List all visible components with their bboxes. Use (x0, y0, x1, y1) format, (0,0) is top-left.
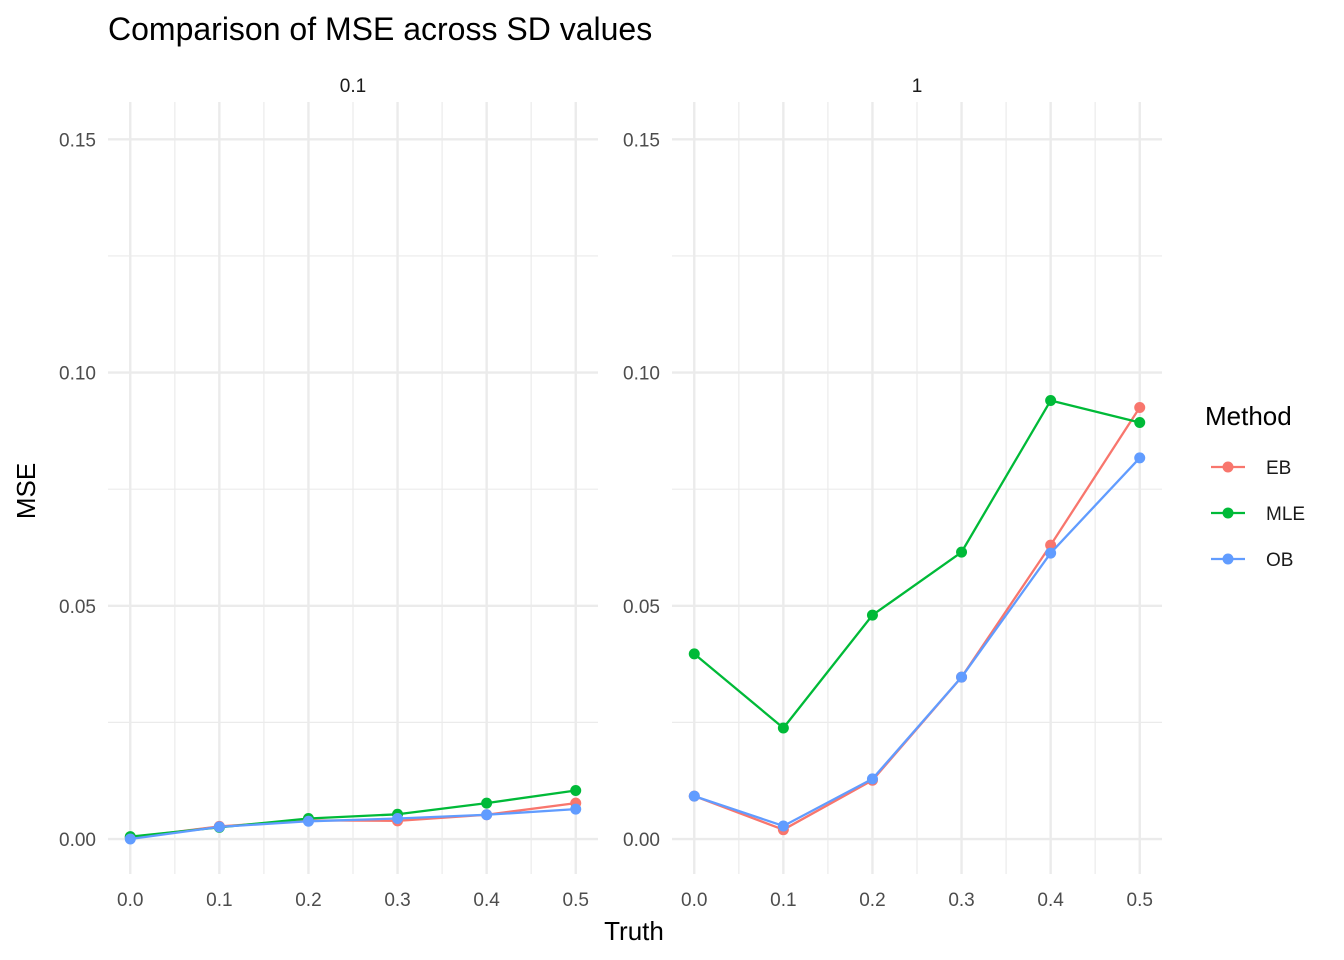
data-point-ob (213, 821, 225, 833)
x-tick-label: 0.0 (681, 890, 707, 911)
legend-label: MLE (1266, 504, 1305, 525)
y-tick-label: 0.00 (59, 830, 96, 851)
data-point-ob (1134, 452, 1146, 464)
x-tick-label: 0.2 (295, 890, 321, 911)
data-point-ob (866, 773, 878, 785)
legend-item-ob: OB (1211, 550, 1293, 571)
data-point-mle (866, 609, 878, 621)
legend-key-point (1222, 507, 1234, 519)
data-point-ob (570, 803, 582, 815)
y-tick-label: 0.15 (59, 130, 96, 151)
series-line-mle (693, 399, 1141, 730)
facet-panel-0: 0.1 0.0 0.1 0.2 0.3 0.4 0.5 0.00 0.05 0.10 0.15 (59, 76, 598, 911)
data-point-eb (1045, 539, 1057, 551)
legend: Method EB MLE OB (1205, 401, 1305, 571)
x-tick-label: 0.0 (117, 890, 143, 911)
x-axis-title: Truth (604, 916, 664, 946)
legend-title: Method (1205, 401, 1292, 431)
series-line-ob (130, 808, 576, 841)
x-tick-label: 0.3 (384, 890, 410, 911)
legend-label: EB (1266, 458, 1291, 479)
data-point-ob (956, 671, 968, 683)
legend-key-point (1222, 553, 1234, 565)
data-point-mle (956, 546, 968, 558)
data-point-eb (1134, 402, 1146, 414)
data-point-mle (1045, 395, 1057, 407)
x-tick-label: 0.2 (859, 890, 885, 911)
data-point-mle (570, 785, 582, 797)
data-point-ob (302, 815, 314, 827)
data-point-ob (777, 820, 789, 832)
facet-panels: 0.1 0.0 0.1 0.2 0.3 0.4 0.5 0.00 0.05 0.10 0.15 1 0.… (59, 76, 1162, 911)
x-tick-label: 0.4 (473, 890, 500, 911)
data-point-mle (688, 648, 700, 660)
y-tick-label: 0.15 (623, 130, 660, 151)
x-tick-label: 0.5 (563, 890, 589, 911)
y-tick-label: 0.10 (623, 364, 660, 385)
chart-title: Comparison of MSE across SD values (108, 11, 652, 47)
y-axis-title: MSE (11, 463, 41, 519)
y-tick-label: 0.05 (59, 597, 96, 618)
legend-item-eb: EB (1211, 458, 1291, 479)
data-point-ob (481, 809, 493, 821)
data-point-ob (688, 790, 700, 802)
x-tick-label: 0.1 (770, 890, 796, 911)
legend-item-mle: MLE (1211, 504, 1305, 525)
facet-panel-1: 1 0.0 0.1 0.2 0.3 0.4 0.5 0.00 0.05 0.10 0.15 (623, 76, 1162, 911)
data-point-ob (392, 812, 404, 824)
y-tick-label: 0.10 (59, 364, 96, 385)
x-tick-label: 0.3 (948, 890, 974, 911)
x-tick-label: 0.1 (206, 890, 232, 911)
y-tick-label: 0.05 (623, 597, 660, 618)
data-point-ob (1045, 547, 1057, 559)
legend-key-point (1222, 461, 1234, 473)
x-tick-label: 0.5 (1127, 890, 1153, 911)
data-point-mle (777, 722, 789, 734)
facet-label: 0.1 (340, 76, 366, 97)
facet-label: 1 (912, 76, 923, 97)
data-point-mle (481, 797, 493, 809)
x-tick-label: 0.4 (1037, 890, 1064, 911)
data-point-ob (124, 833, 136, 845)
y-tick-label: 0.00 (623, 830, 660, 851)
series-line-ob (693, 457, 1141, 828)
data-point-mle (1134, 416, 1146, 428)
legend-label: OB (1266, 550, 1293, 571)
